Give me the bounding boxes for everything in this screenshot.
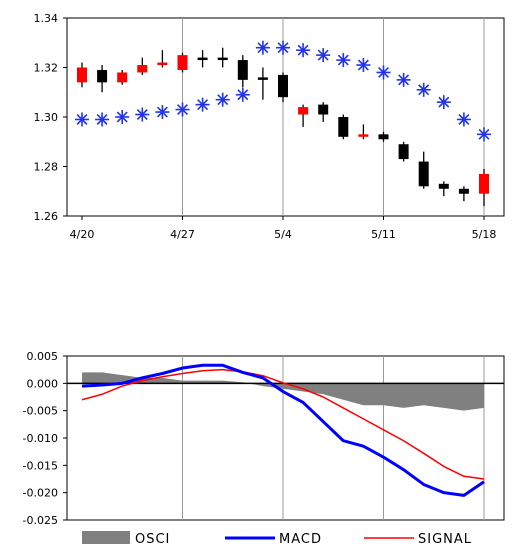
trend-marker — [95, 112, 110, 127]
trend-marker — [135, 107, 150, 122]
macd-line — [81, 363, 485, 497]
trend-marker — [155, 105, 170, 120]
top-y-tick-label: 1.30 — [34, 111, 59, 124]
trend-marker — [336, 53, 351, 68]
signal-line — [81, 368, 485, 480]
top-y-tick-label: 1.32 — [34, 62, 59, 75]
candle — [378, 131, 389, 142]
bottom-y-tick-label: -0.015 — [23, 459, 58, 472]
legend-osci-label: OSCI — [135, 532, 170, 547]
top-x-tick-label: 4/20 — [70, 228, 95, 241]
bottom-y-tick-label: 0.005 — [27, 350, 59, 363]
trend-marker — [296, 43, 311, 58]
candle — [438, 181, 449, 197]
candle — [197, 50, 208, 68]
candle — [418, 151, 429, 189]
trend-marker — [276, 40, 290, 55]
top-x-tick-label: 5/4 — [274, 228, 292, 241]
macd-chart: 0.005 0.000 -0.005 -0.010 -0.015 -0.020 -0.025 — [23, 350, 505, 527]
osci-area — [82, 372, 484, 411]
top-y-axis: 1.34 1.32 1.30 1.28 1.26 — [34, 12, 67, 223]
candle — [117, 69, 128, 85]
candle — [338, 114, 349, 140]
trend-marker — [75, 112, 89, 127]
candle — [157, 50, 168, 68]
top-x-axis: 4/20 4/27 5/4 5/11 5/18 — [70, 216, 497, 241]
candle — [458, 186, 469, 202]
candle — [137, 57, 148, 75]
candlestick-chart: 1.34 1.32 1.30 1.28 1.26 4/20 4/27 5/4 5/11 5/18 — [34, 12, 505, 241]
candles — [77, 47, 489, 207]
top-grid — [182, 18, 485, 216]
bottom-y-tick-label: -0.025 — [23, 514, 58, 527]
trend-marker — [356, 58, 371, 73]
trend-marker — [115, 110, 130, 124]
trend-marker — [175, 102, 190, 117]
top-y-tick-label: 1.26 — [34, 210, 59, 223]
top-y-tick-label: 1.34 — [34, 12, 59, 25]
trend-marker — [456, 112, 471, 127]
legend-signal-label: SIGNAL — [418, 532, 472, 547]
osci-series — [82, 372, 484, 411]
candle — [77, 62, 87, 88]
trend-marker — [477, 127, 491, 142]
top-x-tick-label: 5/18 — [472, 228, 497, 241]
bottom-grid — [182, 356, 485, 520]
trend-marker — [235, 87, 250, 102]
trend-markers — [75, 40, 491, 142]
candle — [278, 72, 288, 103]
bottom-y-tick-label: -0.020 — [23, 487, 58, 500]
candle — [318, 102, 329, 122]
top-x-tick-label: 5/11 — [371, 228, 396, 241]
legend-macd-label: MACD — [279, 532, 322, 547]
trend-marker — [436, 95, 451, 110]
candle — [177, 52, 188, 73]
bottom-y-axis: 0.005 0.000 -0.005 -0.010 -0.015 -0.020 -0.025 — [23, 350, 67, 527]
candle — [97, 65, 108, 93]
candle — [358, 124, 369, 140]
candle — [398, 141, 409, 162]
bottom-y-tick-label: -0.010 — [23, 432, 58, 445]
candle — [257, 67, 268, 100]
candle — [479, 168, 489, 207]
bottom-y-tick-label: -0.005 — [23, 405, 58, 418]
candle — [237, 55, 248, 88]
legend: OSCI MACD SIGNAL — [82, 531, 472, 547]
trend-marker — [316, 48, 331, 63]
trend-marker — [215, 92, 230, 107]
trend-marker — [376, 65, 391, 80]
top-x-tick-label: 4/27 — [170, 228, 195, 241]
candle — [298, 104, 309, 127]
macd-signal-series — [81, 363, 485, 497]
trend-marker — [255, 40, 270, 55]
trend-marker — [396, 72, 411, 87]
top-y-tick-label: 1.28 — [34, 161, 59, 174]
bottom-y-tick-label: 0.000 — [27, 377, 59, 390]
candle — [217, 47, 228, 68]
trend-marker — [195, 97, 210, 112]
legend-osci-swatch — [82, 531, 130, 544]
trend-marker — [416, 82, 431, 97]
